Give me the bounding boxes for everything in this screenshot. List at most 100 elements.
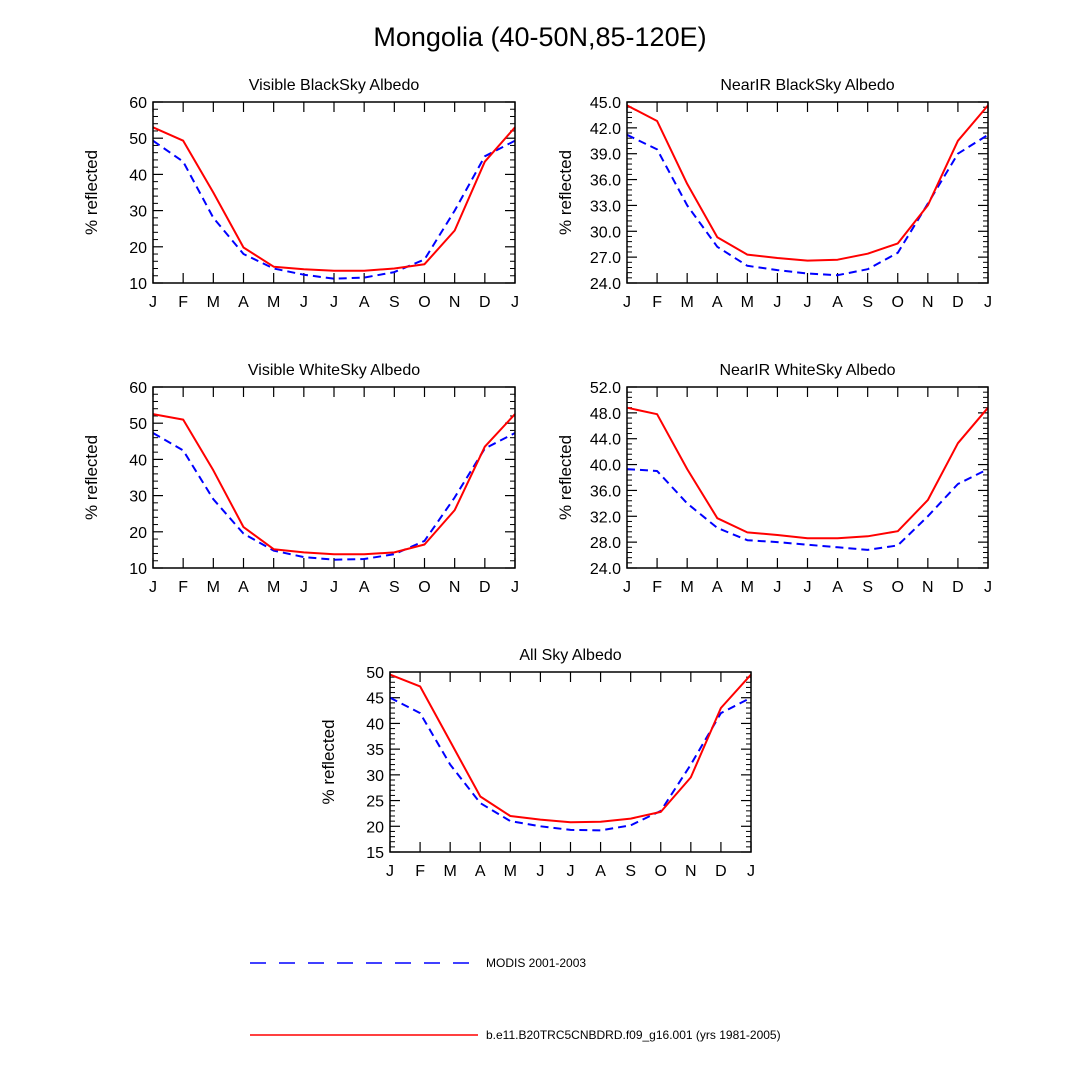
chart-panel-1: Visible BlackSky Albedo % reflected J F M A M J…: [82, 77, 519, 311]
y-tick-label: 42.0: [590, 121, 621, 138]
y-tick-label: 33.0: [590, 198, 621, 215]
y-axis-label: % reflected: [556, 435, 575, 520]
chart-title: NearIR WhiteSky Albedo: [719, 362, 895, 379]
plot-frame: [152, 386, 516, 569]
x-tick-label: O: [892, 294, 904, 311]
chart-panel-4: NearIR WhiteSky Albedo % reflected J F M A M J J…: [556, 362, 992, 596]
x-tick-label: J: [386, 863, 394, 880]
chart-title: Visible BlackSky Albedo: [249, 77, 420, 94]
modis-series-line: [626, 133, 989, 277]
chart-title: Visible WhiteSky Albedo: [248, 362, 420, 379]
x-tick-label: J: [511, 579, 519, 596]
y-tick-label: 27.0: [590, 250, 621, 267]
y-tick-label: 36.0: [590, 173, 621, 190]
legend-model-label: b.e11.B20TRC5CNBDRD.f09_g16.001 (yrs 198…: [486, 1028, 781, 1042]
x-tick-label: A: [832, 579, 843, 596]
x-tick-label: O: [418, 294, 430, 311]
x-tick-label: O: [418, 579, 430, 596]
y-tick-label: 15: [366, 845, 384, 862]
y-tick-label: 20: [366, 819, 384, 836]
x-tick-label: J: [300, 294, 308, 311]
x-tick-label: M: [267, 294, 280, 311]
x-tick-label: J: [330, 579, 338, 596]
x-tick-label: J: [330, 294, 338, 311]
y-tick-label: 60: [129, 95, 147, 112]
x-tick-label: D: [952, 579, 964, 596]
x-tick-label: A: [595, 863, 606, 880]
x-tick-label: J: [149, 579, 157, 596]
x-tick-label: A: [712, 294, 723, 311]
modis-series-line: [626, 468, 989, 551]
x-tick-label: M: [504, 863, 517, 880]
model-series-line: [626, 406, 989, 540]
chart-panel-2: NearIR BlackSky Albedo % reflected J F M A M J J…: [556, 77, 992, 311]
x-tick-label: N: [685, 863, 697, 880]
plot-frame: [626, 386, 989, 569]
x-tick-label: J: [804, 579, 812, 596]
y-tick-label: 32.0: [590, 509, 621, 526]
x-tick-label: J: [773, 579, 781, 596]
x-tick-label: N: [449, 294, 461, 311]
y-tick-label: 24.0: [590, 561, 621, 578]
x-tick-label: J: [623, 294, 631, 311]
model-series-line: [626, 104, 989, 262]
x-tick-label: F: [652, 579, 662, 596]
y-tick-label: 35: [366, 742, 384, 759]
modis-series-line: [152, 432, 516, 561]
x-tick-label: J: [567, 863, 575, 880]
x-tick-label: J: [804, 294, 812, 311]
chart-title: NearIR BlackSky Albedo: [720, 77, 894, 94]
model-series-line: [152, 126, 516, 272]
x-tick-label: A: [712, 579, 723, 596]
y-tick-label: 50: [366, 665, 384, 682]
y-tick-label: 40: [129, 452, 147, 469]
charts-group: Visible BlackSky Albedo % reflected J F M A M J…: [82, 77, 992, 880]
y-axis-label: % reflected: [82, 150, 101, 235]
x-tick-label: A: [475, 863, 486, 880]
x-tick-label: A: [238, 579, 249, 596]
y-tick-label: 30: [366, 768, 384, 785]
x-tick-label: N: [449, 579, 461, 596]
x-tick-label: M: [741, 579, 754, 596]
y-tick-label: 40: [366, 716, 384, 733]
x-tick-label: N: [922, 579, 934, 596]
y-tick-label: 48.0: [590, 406, 621, 423]
x-tick-label: J: [536, 863, 544, 880]
y-axis-label: % reflected: [556, 150, 575, 235]
x-tick-label: M: [741, 294, 754, 311]
y-tick-label: 60: [129, 380, 147, 397]
plot-frame: [626, 101, 989, 284]
x-tick-label: D: [952, 294, 964, 311]
chart-panel-3: Visible WhiteSky Albedo % reflected J F M A M J…: [82, 362, 519, 596]
plot-frame: [152, 101, 516, 284]
chart-title: All Sky Albedo: [519, 647, 621, 664]
x-tick-label: F: [652, 294, 662, 311]
x-tick-label: M: [681, 579, 694, 596]
x-tick-label: J: [300, 579, 308, 596]
x-tick-label: N: [922, 294, 934, 311]
y-tick-label: 50: [129, 131, 147, 148]
x-tick-label: S: [389, 294, 400, 311]
x-tick-label: A: [832, 294, 843, 311]
y-tick-label: 36.0: [590, 483, 621, 500]
x-tick-label: M: [207, 579, 220, 596]
y-tick-label: 40: [129, 167, 147, 184]
x-tick-label: F: [178, 579, 188, 596]
y-tick-label: 28.0: [590, 535, 621, 552]
plot-frame: [389, 671, 752, 853]
y-tick-label: 45: [366, 691, 384, 708]
model-series-line: [152, 413, 516, 556]
y-axis-label: % reflected: [319, 719, 338, 804]
x-tick-label: S: [625, 863, 636, 880]
x-tick-label: J: [149, 294, 157, 311]
x-tick-label: O: [655, 863, 667, 880]
y-tick-label: 24.0: [590, 276, 621, 293]
y-tick-label: 10: [129, 561, 147, 578]
y-tick-label: 30.0: [590, 224, 621, 241]
x-tick-label: A: [238, 294, 249, 311]
y-tick-label: 52.0: [590, 380, 621, 397]
x-tick-label: J: [623, 579, 631, 596]
modis-series-line: [152, 139, 516, 280]
